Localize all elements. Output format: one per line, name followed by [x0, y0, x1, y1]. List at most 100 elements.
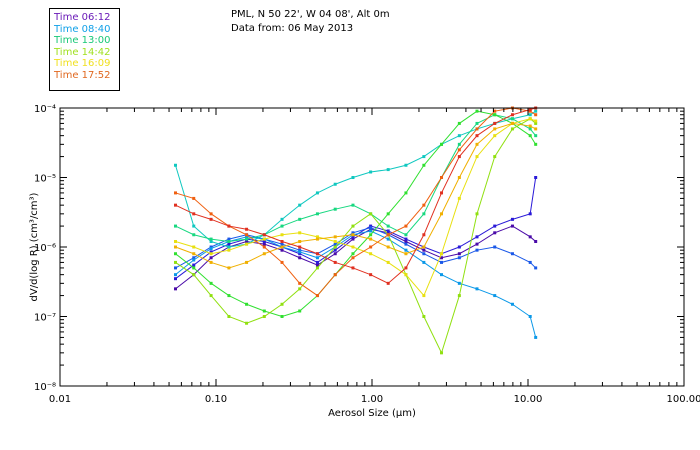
data-point — [534, 266, 538, 270]
legend-item: Time 16:09 — [54, 58, 111, 70]
x-tick-label: 1.00 — [361, 394, 383, 405]
data-point — [209, 217, 213, 221]
data-point — [404, 252, 408, 256]
data-point — [422, 315, 426, 318]
data-point — [245, 227, 249, 231]
data-point — [528, 134, 532, 138]
data-point — [315, 235, 319, 239]
data-point — [369, 224, 373, 228]
data-point — [333, 248, 337, 252]
data-point — [298, 281, 302, 285]
data-point — [475, 212, 479, 216]
data-point — [534, 335, 538, 339]
data-point — [351, 266, 355, 270]
data-point — [173, 224, 177, 228]
data-point — [493, 231, 497, 235]
data-point — [457, 245, 461, 249]
data-point — [351, 203, 355, 207]
data-point — [475, 134, 479, 138]
data-point — [404, 191, 408, 195]
data-point — [457, 176, 461, 179]
data-point — [534, 134, 538, 138]
data-point — [192, 196, 196, 200]
data-point — [369, 237, 373, 241]
data-point — [192, 245, 196, 249]
series-line — [175, 118, 536, 297]
y-tick-label: 10⁻⁴ — [34, 104, 56, 115]
data-point — [227, 242, 231, 246]
data-point — [315, 260, 319, 264]
data-point — [280, 302, 284, 306]
data-point — [262, 252, 266, 256]
data-point — [280, 217, 284, 221]
data-point — [333, 245, 337, 249]
legend-item: Time 14:42 — [54, 46, 111, 58]
data-point — [209, 239, 213, 243]
data-point — [404, 233, 408, 237]
data-point — [510, 217, 514, 221]
data-point — [315, 256, 319, 260]
data-point — [245, 235, 249, 239]
data-point — [534, 127, 538, 131]
data-point — [298, 252, 302, 256]
data-point — [528, 260, 532, 264]
data-point — [192, 273, 196, 277]
data-point — [534, 121, 538, 125]
data-point — [192, 252, 196, 256]
series-8 — [173, 117, 538, 298]
data-point — [386, 233, 390, 237]
series-line — [175, 177, 537, 280]
data-point — [528, 315, 532, 318]
data-point — [192, 233, 196, 237]
data-point — [173, 260, 177, 264]
data-point — [173, 245, 177, 249]
data-point — [440, 273, 444, 277]
data-point — [262, 309, 266, 313]
data-point — [493, 127, 497, 131]
data-point — [475, 155, 479, 159]
data-point — [386, 245, 390, 249]
data-point — [528, 109, 532, 113]
data-point — [475, 248, 479, 252]
data-point — [457, 252, 461, 256]
data-point — [315, 237, 319, 241]
data-point — [173, 266, 177, 270]
data-point — [386, 260, 390, 264]
data-point — [510, 117, 514, 121]
series-7 — [173, 117, 538, 355]
data-point — [404, 248, 408, 252]
data-point — [534, 142, 538, 146]
data-point — [351, 235, 355, 239]
data-point — [245, 239, 249, 243]
data-point — [369, 212, 373, 216]
data-point — [404, 239, 408, 243]
data-point — [440, 260, 444, 264]
data-point — [262, 233, 266, 237]
data-point — [440, 191, 444, 195]
data-point — [369, 170, 373, 174]
data-point — [475, 142, 479, 146]
data-point — [280, 233, 284, 237]
data-point — [510, 113, 514, 117]
data-point — [457, 281, 461, 285]
data-point — [369, 227, 373, 231]
data-point — [493, 113, 497, 117]
data-point — [493, 245, 497, 249]
legend-item: Time 08:40 — [54, 23, 111, 35]
data-point — [422, 260, 426, 264]
x-tick-label: 10.00 — [514, 394, 543, 405]
y-tick-label: 10⁻⁵ — [34, 174, 56, 185]
data-point — [534, 239, 538, 243]
data-point — [351, 237, 355, 241]
data-point — [440, 351, 444, 355]
data-point — [351, 233, 355, 237]
data-point — [475, 242, 479, 246]
data-point — [369, 226, 373, 230]
data-point — [351, 256, 355, 260]
data-point — [280, 260, 284, 264]
data-point — [440, 252, 444, 256]
data-point — [369, 229, 373, 233]
data-point — [369, 233, 373, 237]
data-point — [298, 245, 302, 249]
series-6 — [173, 109, 538, 318]
